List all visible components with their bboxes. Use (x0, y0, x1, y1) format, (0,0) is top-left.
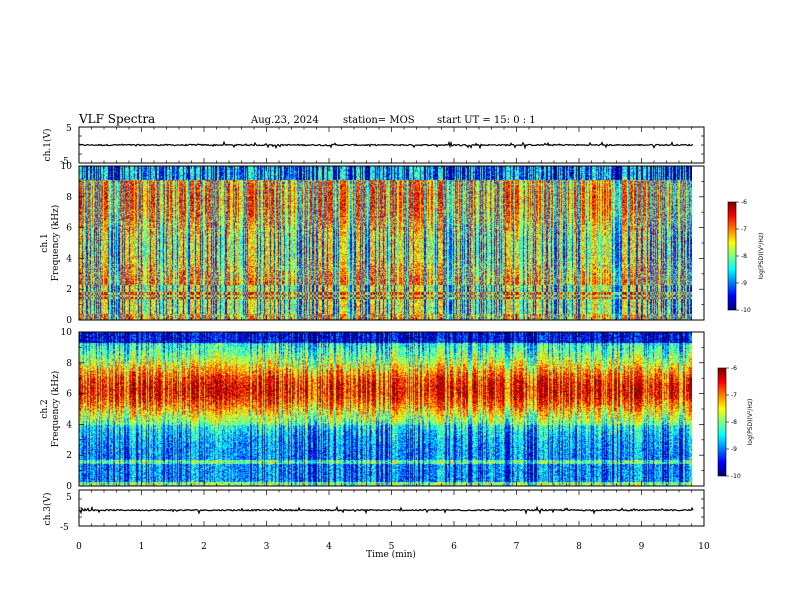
ch1-frequency-label: Frequency (kHz) (50, 205, 61, 282)
panel-ch3-frame (78, 489, 705, 527)
ch2-colorbar-label: log(PSD)(V²/Hz) (747, 399, 754, 446)
ch1-spectrogram-image (79, 166, 692, 320)
time-tick-label: 6 (451, 542, 457, 552)
time-tick-labels: 0 1 2 3 4 5 6 7 8 9 10 (76, 542, 710, 552)
time-tick-label: 10 (698, 542, 710, 552)
ch2-spectrogram-ylabel: ch.2 (40, 399, 50, 418)
freq-tick-label: 8 (66, 359, 72, 369)
colorbar-tick-label: -8 (741, 253, 747, 260)
colorbar-tick-label: -9 (741, 280, 747, 287)
figure-title: VLF Spectra (78, 112, 155, 126)
colorbar-tick-label: -7 (731, 392, 737, 399)
ch1-waveform-ylabel: ch.1(V) (42, 129, 53, 162)
ch3-waveform-ticks (78, 489, 705, 527)
ch1-spectrogram-ylabel: ch.1 (40, 233, 50, 252)
freq-tick-label: 0 (66, 316, 72, 326)
header-station: station= MOS (343, 115, 415, 126)
ch2-freq-tick-labels: 0 2 4 6 8 10 (61, 328, 73, 492)
ch2-colorbar: -6 -7 -8 -9 -10 log(PSD)(V²/Hz) (717, 365, 754, 480)
freq-tick-label: 10 (61, 162, 73, 172)
time-tick-label: 9 (639, 542, 645, 552)
ch3-waveform-line (78, 505, 694, 515)
time-axis-label: Time (min) (366, 549, 416, 560)
header-date: Aug.23, 2024 (250, 115, 319, 126)
time-tick-label: 4 (326, 542, 332, 552)
colorbar-tick-label: -7 (741, 226, 747, 233)
freq-tick-label: 2 (66, 285, 72, 295)
freq-tick-label: 6 (66, 390, 72, 400)
ch1-ytick-top: 5 (66, 124, 72, 134)
ch1-waveform-line (78, 140, 694, 150)
ch2-frequency-label: Frequency (kHz) (50, 371, 61, 448)
ch3-waveform-ylabel: ch.3(V) (42, 493, 53, 526)
panel-ch2-spectrogram: 0 2 4 6 8 10 ch.2 Frequency (kHz) (40, 328, 705, 492)
ch2-colorbar-ticks: -6 -7 -8 -9 -10 (726, 365, 741, 480)
time-tick-label: 7 (514, 542, 520, 552)
colorbar-tick-label: -6 (731, 365, 737, 372)
freq-tick-label: 2 (66, 451, 72, 461)
panel-ch3-waveform: 5 -5 ch.3(V) 0 1 2 3 4 5 6 7 8 9 10 Time (min) (42, 489, 710, 560)
ch2-spectrogram-ticks (78, 331, 705, 487)
ch1-colorbar-gradient (728, 202, 736, 310)
time-tick-label: 0 (76, 542, 82, 552)
time-tick-label: 8 (576, 542, 582, 552)
ch1-colorbar-ticks: -6 -7 -8 -9 -10 (736, 199, 751, 314)
ch1-colorbar: -6 -7 -8 -9 -10 log(PSD)(V²/Hz) (727, 199, 765, 314)
ch2-colorbar-gradient (718, 368, 726, 476)
ch1-ytick-bottom: -5 (60, 157, 69, 167)
ch3-ytick-bottom: -5 (60, 523, 69, 533)
colorbar-tick-label: -8 (731, 419, 737, 426)
colorbar-tick-label: -10 (731, 473, 741, 480)
ch1-freq-tick-labels: 0 2 4 6 8 10 (61, 162, 73, 326)
ch1-colorbar-label: log(PSD)(V²/Hz) (758, 233, 765, 280)
time-tick-label: 2 (201, 542, 207, 552)
freq-tick-label: 4 (66, 254, 72, 264)
ch2-spectrogram-image (79, 332, 692, 486)
time-tick-label: 5 (389, 542, 395, 552)
freq-tick-label: 10 (61, 328, 73, 338)
freq-tick-label: 4 (66, 420, 72, 430)
colorbar-tick-label: -6 (741, 199, 747, 206)
freq-tick-label: 6 (66, 224, 72, 234)
time-tick-label: 1 (139, 542, 145, 552)
panel-ch1-waveform: 5 -5 ch.1(V) (42, 124, 705, 167)
freq-tick-label: 0 (66, 482, 72, 492)
ch1-waveform-ticks (78, 126, 705, 164)
panel-ch1-spectrogram: 0 2 4 6 8 10 ch.1 Frequency (kHz) (40, 162, 705, 326)
colorbar-tick-label: -10 (741, 307, 751, 314)
ch1-spectrogram-ticks (78, 165, 705, 321)
ch3-ytick-top: 5 (66, 493, 72, 503)
colorbar-tick-label: -9 (731, 446, 737, 453)
freq-tick-label: 8 (66, 193, 72, 203)
header-start-time: start UT = 15: 0 : 1 (437, 115, 536, 126)
time-tick-label: 3 (264, 542, 270, 552)
